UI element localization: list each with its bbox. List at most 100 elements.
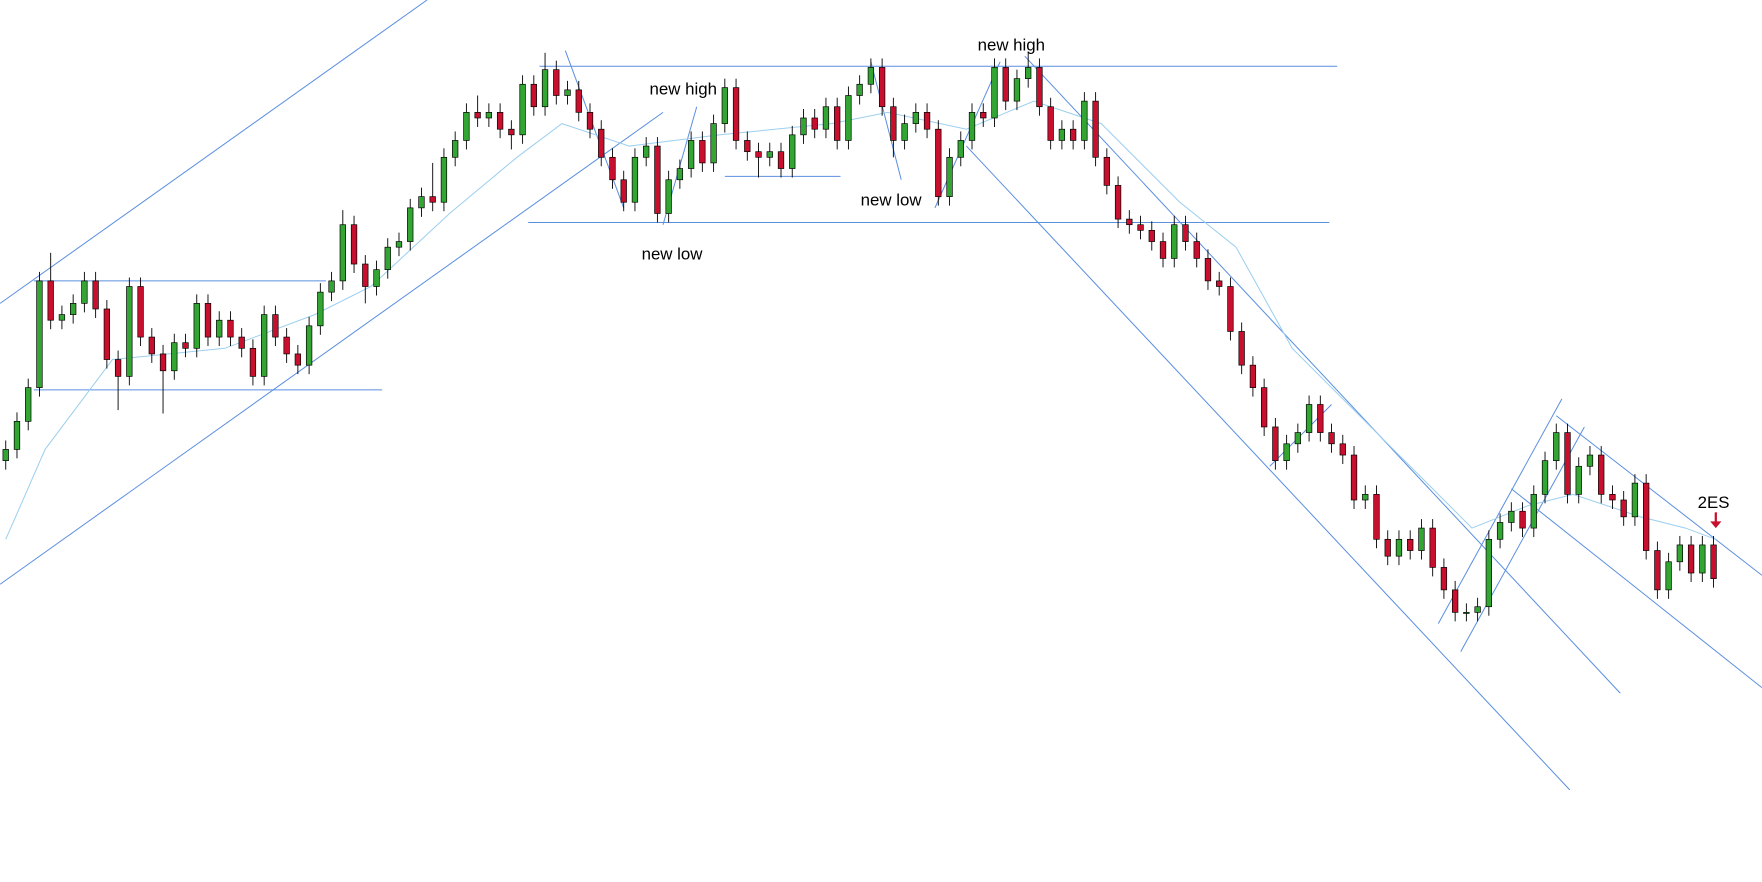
candle-body	[1025, 67, 1032, 79]
candle-body	[1317, 404, 1324, 433]
candle-body	[204, 303, 212, 338]
candle-body	[1699, 544, 1706, 574]
candle-body	[1710, 544, 1717, 579]
candle-body	[70, 303, 77, 315]
candle-body	[1171, 224, 1178, 259]
candle-body	[317, 291, 324, 327]
candle-body	[901, 123, 908, 141]
candle-body	[1463, 612, 1470, 614]
annotation: new high	[650, 79, 717, 98]
candle-body	[834, 106, 841, 141]
candle-body	[598, 128, 605, 158]
candle-body	[1373, 494, 1380, 540]
candle-body	[923, 112, 931, 130]
candle-body	[294, 353, 302, 366]
candle-body	[1609, 494, 1616, 501]
candle-body	[171, 342, 178, 372]
candle-body	[36, 280, 43, 388]
candle-body	[811, 117, 818, 130]
candle-body	[182, 342, 189, 349]
candle-body	[159, 353, 167, 372]
candle-body	[1586, 454, 1594, 467]
candle-body	[114, 359, 122, 377]
candle-body	[126, 286, 133, 377]
candle-body	[890, 106, 897, 141]
candle-body	[193, 303, 200, 349]
annotation: 2ES	[1698, 493, 1730, 512]
candle-body	[1126, 218, 1133, 226]
candle-body	[1238, 331, 1245, 366]
candle-body	[1305, 404, 1313, 433]
candle-body	[1058, 128, 1066, 141]
candle-body	[1519, 510, 1526, 529]
candle-body	[1114, 185, 1122, 220]
candle-body	[856, 83, 863, 96]
candle-body	[1081, 100, 1088, 141]
candle-body	[1474, 606, 1481, 613]
candle-body	[699, 140, 706, 164]
candle-body	[1643, 482, 1650, 551]
candle-body	[508, 128, 515, 136]
candle-body	[1137, 224, 1144, 231]
candle-body	[452, 140, 459, 158]
candle-body	[1283, 443, 1290, 461]
candle-body	[1148, 229, 1155, 242]
candle-body	[485, 112, 493, 119]
candle-body	[665, 179, 672, 214]
candle-body	[1328, 432, 1335, 445]
candle-body	[58, 314, 66, 321]
candle-body	[631, 156, 639, 203]
candle-body	[1620, 499, 1627, 518]
candle-body	[1418, 527, 1425, 551]
candle-body	[766, 151, 773, 158]
annotation: new low	[642, 245, 704, 264]
candle-body	[968, 112, 976, 141]
candle-body	[261, 314, 268, 377]
candle-body	[407, 207, 414, 242]
candle-body	[2, 449, 9, 461]
candle-body	[227, 319, 234, 338]
candle-body	[13, 421, 21, 450]
candle-body	[1575, 465, 1582, 495]
candle-body	[732, 87, 740, 141]
candle-body	[1384, 538, 1391, 557]
candle-body	[553, 69, 560, 96]
candle-body	[1496, 522, 1504, 540]
candle-body	[1429, 527, 1436, 568]
candle-body	[1159, 241, 1167, 259]
candle-body	[1227, 286, 1234, 332]
candle-body	[1508, 510, 1515, 523]
candle-body	[283, 336, 290, 355]
candle-body	[1182, 224, 1189, 242]
candle-body	[395, 241, 403, 248]
candle-body	[429, 196, 436, 203]
candle-body	[463, 112, 470, 141]
candle-body	[1407, 538, 1414, 551]
candle-body	[935, 128, 942, 197]
candle-body	[687, 140, 695, 169]
candle-body	[1069, 128, 1077, 141]
trendlines	[0, 0, 1762, 791]
candle-body	[620, 179, 627, 203]
candle-body	[1553, 432, 1560, 461]
candle-body	[1193, 241, 1200, 259]
candle-body	[418, 196, 425, 209]
candle-body	[822, 106, 830, 130]
candle-body	[1598, 454, 1605, 495]
candle-body	[1036, 67, 1043, 108]
candle-body	[137, 286, 144, 338]
candle-body	[980, 112, 987, 119]
candle-body	[1676, 544, 1684, 563]
candle-body	[148, 336, 155, 355]
candle-body	[789, 134, 796, 169]
candle-body	[272, 314, 279, 338]
candle-body	[474, 112, 481, 119]
candle-body	[721, 87, 728, 124]
candle-body	[1103, 156, 1110, 186]
candle-body	[1665, 561, 1672, 591]
candle-body	[1631, 482, 1639, 518]
candle-body	[1654, 550, 1661, 591]
candle-body	[1013, 78, 1021, 102]
